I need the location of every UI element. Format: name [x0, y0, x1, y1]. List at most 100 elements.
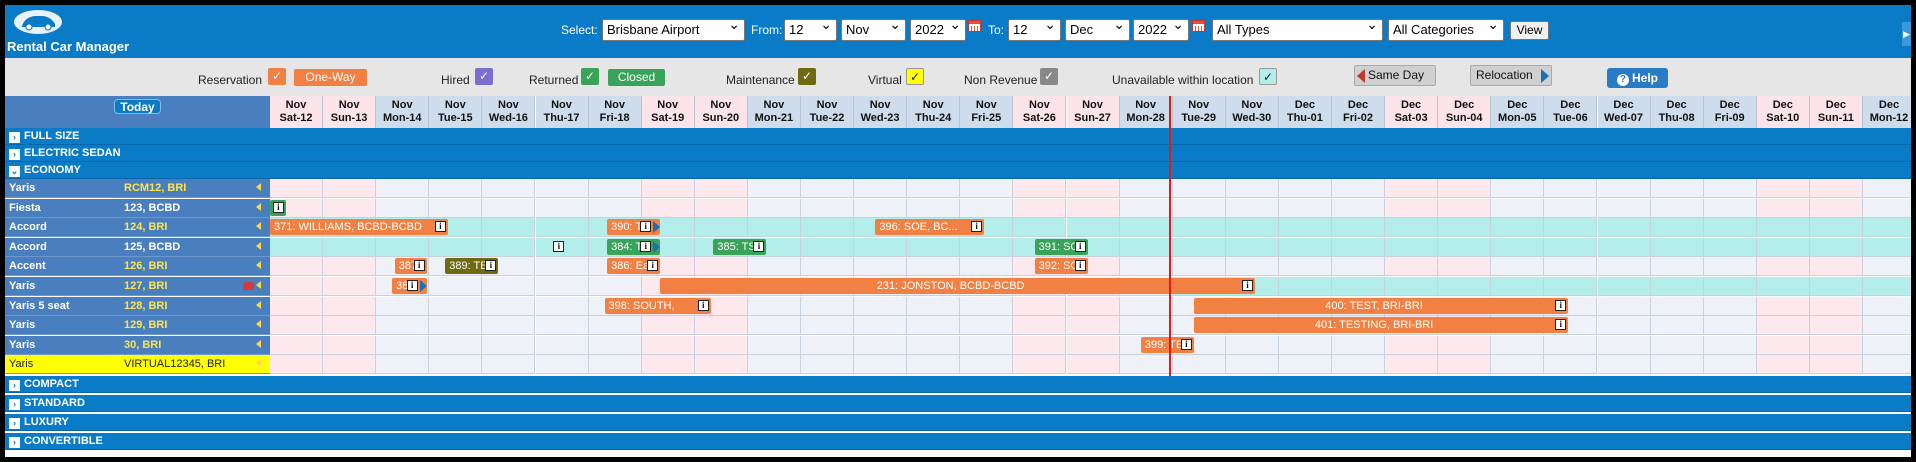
- schedule-cell[interactable]: [1385, 179, 1439, 198]
- schedule-cell[interactable]: [854, 237, 908, 257]
- category-row[interactable]: › LUXURY: [5, 414, 1911, 431]
- date-column-header[interactable]: Nov Tue-29: [1172, 96, 1226, 128]
- schedule-cell[interactable]: [854, 257, 908, 277]
- schedule-cell[interactable]: [482, 198, 536, 218]
- schedule-cell[interactable]: [1119, 198, 1173, 218]
- info-icon[interactable]: i: [1555, 319, 1567, 331]
- schedule-cell[interactable]: [1066, 296, 1120, 316]
- schedule-cell[interactable]: [1756, 296, 1810, 316]
- schedule-cell[interactable]: [323, 316, 377, 336]
- date-column-header[interactable]: Nov Sat-19: [641, 96, 695, 128]
- expand-chevron-icon[interactable]: ›: [9, 380, 20, 391]
- date-column-header[interactable]: Nov Mon-14: [376, 96, 430, 128]
- schedule-cell[interactable]: [960, 179, 1014, 198]
- schedule-cell[interactable]: [535, 198, 589, 218]
- type-select[interactable]: All Types: [1212, 19, 1383, 41]
- schedule-cell[interactable]: [801, 355, 854, 375]
- side-panel-toggle-icon[interactable]: ▶: [1902, 22, 1911, 46]
- schedule-cell[interactable]: [1013, 296, 1067, 316]
- schedule-cell[interactable]: [1809, 296, 1863, 316]
- schedule-cell[interactable]: [1703, 218, 1757, 238]
- schedule-cell[interactable]: [588, 198, 642, 218]
- schedule-cell[interactable]: [376, 179, 430, 198]
- schedule-cell[interactable]: [1172, 257, 1226, 277]
- schedule-cell[interactable]: [535, 218, 589, 238]
- vehicle-label[interactable]: Accent 126, BRI: [5, 257, 270, 277]
- schedule-cell[interactable]: [1809, 237, 1863, 257]
- date-column-header[interactable]: Nov Mon-28: [1119, 96, 1173, 128]
- vehicle-label[interactable]: Fiesta 123, BCBD: [5, 198, 270, 218]
- schedule-cell[interactable]: [1756, 179, 1810, 198]
- schedule-cell[interactable]: [588, 277, 642, 296]
- schedule-cell[interactable]: [482, 335, 536, 355]
- schedule-cell[interactable]: [1172, 218, 1226, 238]
- schedule-cell[interactable]: [1756, 355, 1810, 375]
- schedule-cell[interactable]: [535, 296, 589, 316]
- vehicle-label[interactable]: Yaris 129, BRI: [5, 316, 270, 336]
- schedule-cell[interactable]: [1385, 198, 1439, 218]
- schedule-cell[interactable]: [270, 355, 323, 375]
- schedule-cell[interactable]: [1597, 237, 1651, 257]
- legend-maintenance-checkbox[interactable]: ✓: [798, 68, 816, 85]
- date-column-header[interactable]: Dec Mon-12: [1863, 96, 1911, 128]
- info-icon[interactable]: i: [647, 260, 659, 272]
- info-icon[interactable]: i: [1180, 338, 1192, 350]
- schedule-cell[interactable]: [854, 335, 908, 355]
- schedule-cell[interactable]: [482, 316, 536, 336]
- schedule-cell[interactable]: [1225, 335, 1279, 355]
- schedule-cell[interactable]: [1013, 218, 1067, 238]
- booking-bar[interactable]: 401: TESTING, BRI-BRI: [1193, 317, 1569, 334]
- expand-chevron-icon[interactable]: ›: [9, 149, 20, 160]
- speaker-icon[interactable]: [256, 339, 261, 348]
- schedule-cell[interactable]: [1544, 179, 1598, 198]
- date-column-header[interactable]: Nov Wed-16: [482, 96, 536, 128]
- schedule-cell[interactable]: [1650, 198, 1704, 218]
- schedule-cell[interactable]: [1278, 335, 1332, 355]
- vehicle-label[interactable]: Yaris 30, BRI: [5, 335, 270, 355]
- location-select[interactable]: Brisbane Airport: [602, 19, 745, 41]
- from-day-select[interactable]: 12: [784, 19, 837, 41]
- schedule-cell[interactable]: [376, 237, 430, 257]
- schedule-cell[interactable]: [482, 355, 536, 375]
- info-icon[interactable]: i: [406, 280, 418, 291]
- schedule-cell[interactable]: [1278, 257, 1332, 277]
- schedule-cell[interactable]: [1332, 335, 1385, 355]
- schedule-cell[interactable]: [960, 257, 1014, 277]
- booking-bar[interactable]: 392: SO: [1034, 258, 1088, 275]
- from-calendar-icon[interactable]: [968, 20, 981, 32]
- category-row[interactable]: ⌄ ECONOMY: [5, 162, 1911, 179]
- schedule-cell[interactable]: [1385, 257, 1439, 277]
- schedule-cell[interactable]: [1385, 218, 1439, 238]
- legend-hired-checkbox[interactable]: ✓: [475, 68, 493, 85]
- booking-bar[interactable]: 385: TS: [713, 238, 767, 255]
- schedule-cell[interactable]: [1650, 335, 1704, 355]
- date-column-header[interactable]: Nov Sun-20: [694, 96, 748, 128]
- schedule-cell[interactable]: [1119, 179, 1173, 198]
- schedule-cell[interactable]: [1119, 296, 1173, 316]
- schedule-cell[interactable]: [1066, 335, 1120, 355]
- schedule-cell[interactable]: [270, 237, 323, 257]
- category-select[interactable]: All Categories: [1388, 19, 1504, 41]
- booking-bar[interactable]: 389: TE: [445, 258, 499, 275]
- date-column-header[interactable]: Nov Fri-18: [588, 96, 642, 128]
- schedule-cell[interactable]: [429, 237, 483, 257]
- schedule-cell[interactable]: [1066, 218, 1120, 238]
- date-column-header[interactable]: Dec Wed-07: [1597, 96, 1651, 128]
- schedule-cell[interactable]: [1597, 296, 1651, 316]
- schedule-cell[interactable]: [747, 316, 801, 336]
- schedule-cell[interactable]: [535, 277, 589, 296]
- schedule-cell[interactable]: [1650, 277, 1704, 296]
- schedule-cell[interactable]: [1597, 335, 1651, 355]
- schedule-cell[interactable]: [1703, 237, 1757, 257]
- schedule-cell[interactable]: [1438, 218, 1492, 238]
- date-column-header[interactable]: Nov Thu-17: [535, 96, 589, 128]
- schedule-cell[interactable]: [854, 198, 908, 218]
- schedule-cell[interactable]: [1172, 198, 1226, 218]
- schedule-cell[interactable]: [1703, 335, 1757, 355]
- schedule-cell[interactable]: [1278, 179, 1332, 198]
- schedule-cell[interactable]: [1491, 198, 1545, 218]
- booking-bar[interactable]: 396: SOE, BC...: [875, 219, 985, 236]
- legend-non-revenue-checkbox[interactable]: ✓: [1040, 68, 1058, 85]
- speaker-icon[interactable]: [256, 222, 261, 231]
- schedule-cell[interactable]: [1544, 355, 1598, 375]
